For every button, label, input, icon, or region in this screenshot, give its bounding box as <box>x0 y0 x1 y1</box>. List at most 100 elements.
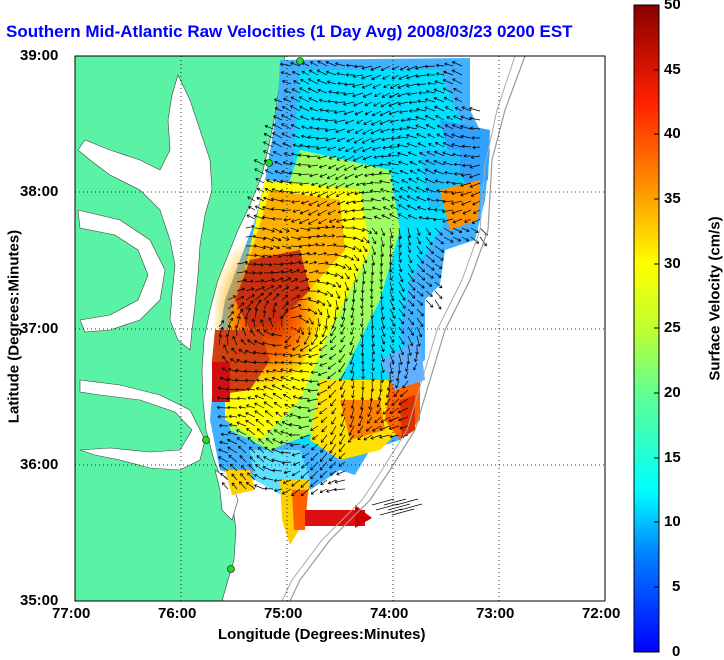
ytick-label: 36:00 <box>20 456 59 473</box>
velocity-arrow <box>379 434 391 439</box>
velocity-arrow <box>434 207 445 212</box>
velocity-arrow <box>424 64 436 69</box>
velocity-arrow <box>281 245 292 250</box>
velocity-arrow <box>298 172 310 177</box>
velocity-arrow <box>398 272 404 283</box>
velocity-arrow <box>426 197 436 202</box>
velocity-arrow <box>368 398 373 410</box>
velocity-arrow <box>346 137 355 143</box>
velocity-arrow <box>434 263 443 269</box>
velocity-arrow <box>280 376 292 382</box>
velocity-arrow <box>264 486 274 491</box>
velocity-arrow <box>263 456 274 463</box>
velocity-arrow <box>272 141 283 148</box>
velocity-arrow <box>326 191 337 198</box>
velocity-arrow <box>262 476 274 481</box>
velocity-arrow <box>254 262 264 267</box>
velocity-arrow <box>402 380 409 389</box>
velocity-arrow <box>298 96 310 103</box>
velocity-arrow <box>340 317 346 328</box>
velocity-arrow <box>425 159 436 166</box>
velocity-arrow <box>344 245 356 251</box>
velocity-arrow <box>310 461 319 471</box>
velocity-arrow <box>344 155 355 162</box>
colorbar-tick-label: 0 <box>672 643 681 660</box>
velocity-arrow <box>398 299 406 309</box>
velocity-arrow <box>288 171 301 175</box>
velocity-arrow <box>345 182 355 188</box>
velocity-arrow <box>227 405 238 410</box>
velocity-arrow <box>379 119 391 125</box>
velocity-arrow <box>254 394 265 400</box>
velocity-arrow <box>443 96 454 103</box>
velocity-arrow <box>311 335 319 346</box>
velocity-arrow <box>316 200 328 207</box>
velocity-arrow <box>461 106 472 112</box>
velocity-arrow <box>281 123 292 130</box>
velocity-arrow <box>461 200 472 206</box>
velocity-arrow <box>307 164 319 169</box>
velocity-arrow <box>339 425 346 437</box>
velocity-arrow <box>444 170 454 175</box>
velocity-arrow <box>407 263 414 274</box>
velocity-arrow <box>300 479 310 488</box>
colorbar-tick-label: 10 <box>664 513 681 530</box>
velocity-arrow <box>346 63 355 68</box>
velocity-arrow <box>236 429 247 436</box>
velocity-arrow <box>444 62 454 67</box>
velocity-arrow <box>346 128 355 133</box>
velocity-arrow <box>350 326 355 335</box>
colorbar-tick-label: 50 <box>664 0 681 13</box>
velocity-arrow <box>379 272 384 283</box>
velocity-arrow <box>256 187 265 193</box>
velocity-arrow <box>254 292 264 301</box>
velocity-arrow <box>258 438 265 445</box>
velocity-arrow <box>407 317 415 326</box>
velocity-arrow <box>433 88 445 94</box>
velocity-arrow <box>398 398 409 406</box>
velocity-arrow <box>309 379 319 384</box>
velocity-arrow <box>335 225 345 229</box>
velocity-arrow <box>451 69 463 76</box>
velocity-arrow <box>227 311 235 319</box>
velocity-arrow <box>353 146 364 153</box>
velocity-arrow <box>397 92 409 98</box>
velocity-arrow <box>353 155 364 162</box>
velocity-arrow <box>247 396 256 400</box>
velocity-arrow <box>464 218 472 223</box>
velocity-arrow <box>407 186 418 193</box>
velocity-arrow <box>386 380 391 391</box>
velocity-arrow <box>326 272 338 278</box>
velocity-arrow <box>310 452 319 461</box>
velocity-arrow <box>326 290 334 297</box>
velocity-arrow <box>361 207 373 211</box>
velocity-arrow <box>452 218 463 224</box>
velocity-arrow <box>273 478 283 483</box>
velocity-arrow <box>272 343 283 348</box>
velocity-arrow <box>388 416 400 422</box>
velocity-arrow <box>343 101 355 106</box>
velocity-arrow <box>263 254 272 259</box>
velocity-arrow <box>409 160 418 166</box>
velocity-arrow <box>378 171 391 175</box>
velocity-arrow <box>335 290 341 299</box>
ytick-label: 39:00 <box>20 47 59 64</box>
velocity-arrow <box>299 218 310 225</box>
velocity-arrow <box>264 187 274 193</box>
velocity-arrow <box>452 152 463 157</box>
velocity-arrow <box>353 245 362 252</box>
velocity-arrow <box>299 287 311 292</box>
velocity-arrow <box>401 179 409 184</box>
velocity-arrow <box>460 191 472 197</box>
velocity-arrow <box>376 398 382 408</box>
velocity-arrow <box>360 290 364 302</box>
velocity-arrow <box>361 83 373 89</box>
velocity-arrow <box>290 260 302 265</box>
velocity-arrow <box>236 260 249 265</box>
velocity-arrow <box>299 344 310 352</box>
velocity-arrow <box>281 208 292 213</box>
velocity-arrow <box>380 308 385 320</box>
velocity-arrow <box>407 117 418 122</box>
velocity-arrow <box>283 470 292 475</box>
velocity-arrow <box>290 304 302 310</box>
